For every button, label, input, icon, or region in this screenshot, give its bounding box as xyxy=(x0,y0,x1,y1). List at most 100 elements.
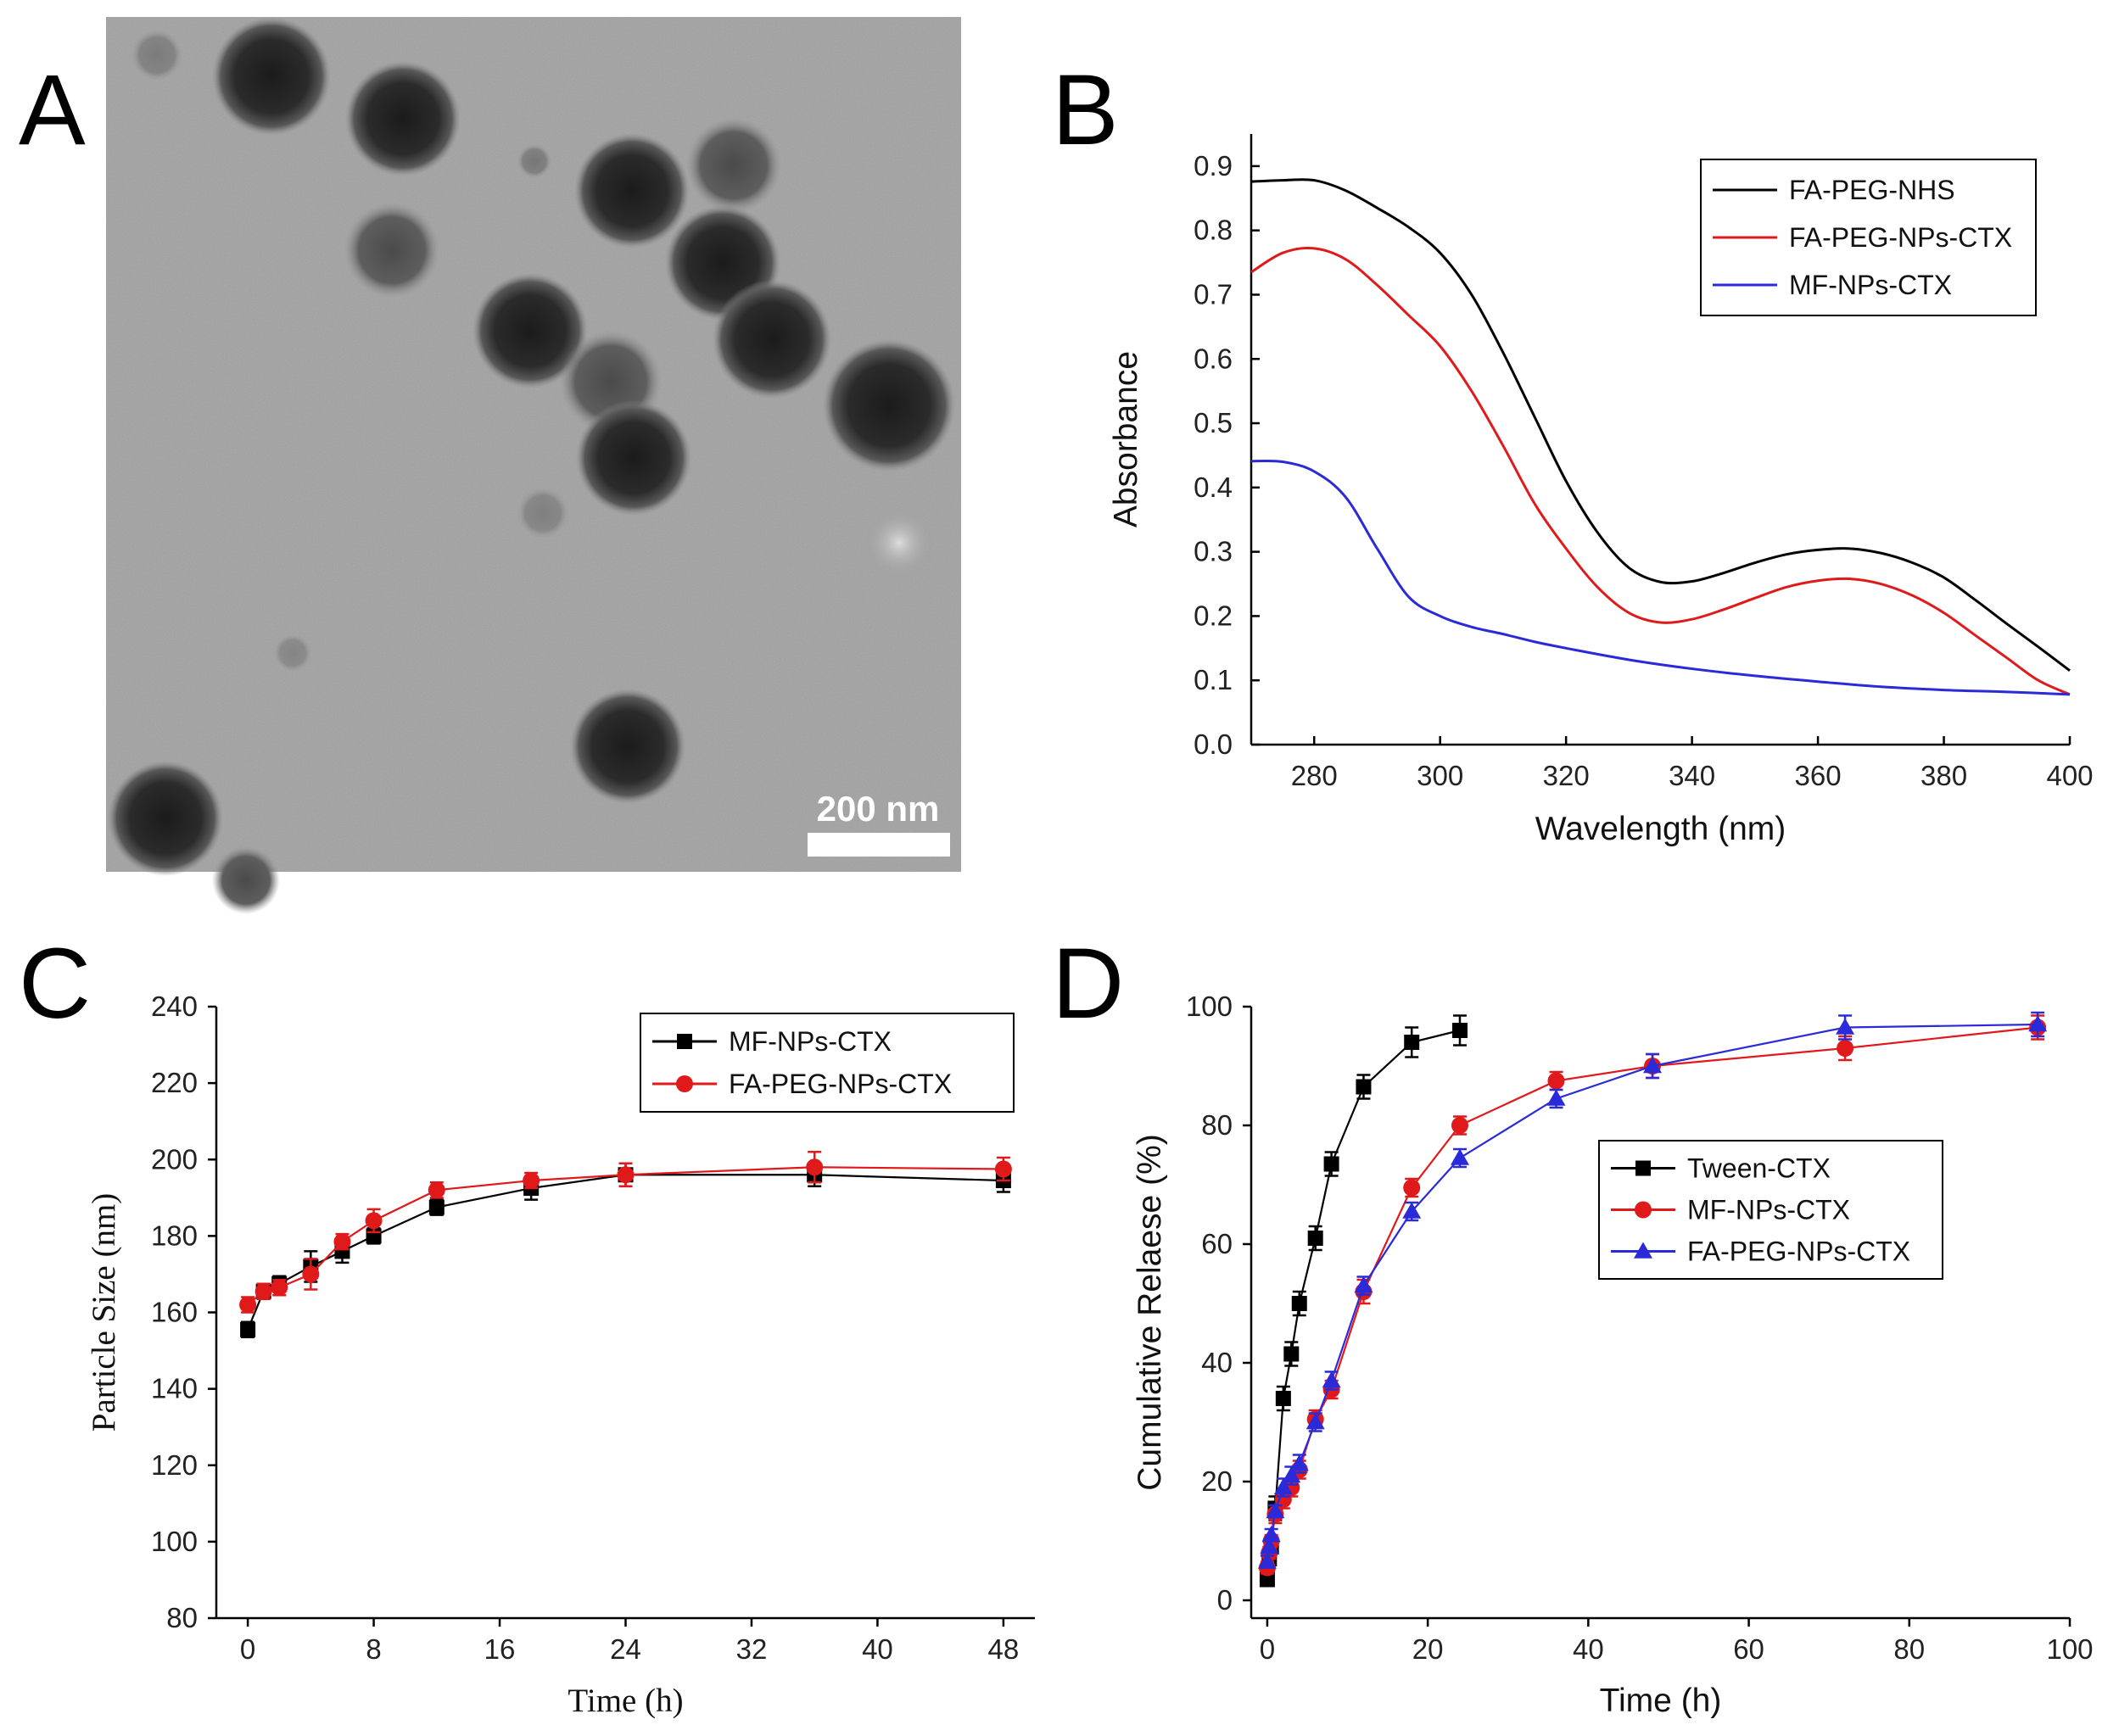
y-tick-label: 0.9 xyxy=(1194,150,1233,181)
x-tick-label: 32 xyxy=(736,1633,768,1665)
series-line xyxy=(1250,247,2071,696)
legend-box xyxy=(640,1013,1015,1113)
series-line xyxy=(247,1166,1004,1306)
legend-label: MF-NPs-CTX xyxy=(1687,1195,1850,1225)
y-axis-label: Particle Size (nm) xyxy=(86,1193,122,1432)
nanoparticle xyxy=(212,17,331,136)
scale-bar-label: 200 nm xyxy=(817,789,940,829)
x-tick-label: 16 xyxy=(484,1633,516,1665)
data-point-3 xyxy=(1266,1502,1285,1519)
panel-letter-d: D xyxy=(1052,928,1124,1040)
legend-label: FA-PEG-NPs-CTX xyxy=(729,1069,952,1099)
x-tick-label: 8 xyxy=(366,1633,381,1665)
x-tick-label: 360 xyxy=(1795,760,1842,791)
data-point-14 xyxy=(1836,1018,1855,1035)
series-line xyxy=(1250,459,2071,696)
data-point-1 xyxy=(254,1282,272,1300)
y-tick-label: 0.6 xyxy=(1194,343,1233,374)
nanoparticle xyxy=(345,61,461,176)
series-line xyxy=(1266,1023,2038,1562)
nanoparticle xyxy=(517,488,568,539)
legend-label: Tween-CTX xyxy=(1687,1153,1831,1184)
x-tick-label: 280 xyxy=(1291,760,1338,791)
nanoparticle xyxy=(517,144,551,178)
data-point-8 xyxy=(1323,1156,1339,1172)
x-tick-label: 60 xyxy=(1733,1633,1764,1665)
nanoparticle xyxy=(574,133,690,248)
data-point-7 xyxy=(523,1172,540,1190)
y-tick-label: 0 xyxy=(1217,1584,1233,1616)
series-mf-nps-ctx xyxy=(1258,1014,2047,1577)
data-point-4 xyxy=(333,1233,351,1251)
data-point-6 xyxy=(1291,1296,1307,1311)
y-tick-label: 60 xyxy=(1201,1228,1233,1259)
data-point-12 xyxy=(1546,1089,1566,1106)
data-point-11 xyxy=(1451,1023,1468,1038)
y-tick-label: 180 xyxy=(151,1220,198,1251)
legend-label: MF-NPs-CTX xyxy=(1789,270,1952,300)
data-point-10 xyxy=(1404,1035,1420,1050)
y-tick-label: 0.7 xyxy=(1194,278,1233,310)
data-point-10 xyxy=(994,1160,1012,1178)
data-point-9 xyxy=(806,1158,824,1176)
data-point-13 xyxy=(1643,1057,1663,1074)
y-axis-label: Cumulative Relaese (%) xyxy=(1132,1134,1168,1491)
x-tick-label: 40 xyxy=(1573,1633,1604,1665)
x-tick-label: 400 xyxy=(2046,760,2093,791)
nanoparticle xyxy=(131,30,182,81)
nanoparticle xyxy=(212,846,280,914)
chart-b-absorbance: 280 300 320 340 360 380 400 0.0 0.1 0.2 0.3 0.4 0.5 0… xyxy=(1108,134,2094,847)
y-tick-label: 80 xyxy=(1201,1109,1233,1141)
data-point-0 xyxy=(240,1321,256,1337)
x-axis-label: Time (h) xyxy=(567,1683,683,1719)
data-point-11 xyxy=(1451,1117,1468,1134)
y-tick-label: 0.4 xyxy=(1194,472,1233,503)
legend-label: FA-PEG-NPs-CTX xyxy=(1789,222,2012,253)
x-tick-label: 20 xyxy=(1412,1633,1444,1665)
data-point-6 xyxy=(428,1181,445,1199)
data-point-6 xyxy=(428,1199,444,1215)
x-axis-label: Time (h) xyxy=(1600,1683,1722,1719)
legend-label: FA-PEG-NHS xyxy=(1789,175,1955,205)
bright-spot xyxy=(864,507,935,578)
data-point-5 xyxy=(365,1212,383,1230)
data-point-2 xyxy=(1261,1526,1281,1543)
data-point-9 xyxy=(1356,1079,1372,1095)
data-point-2 xyxy=(271,1279,288,1297)
legend: FA-PEG-NHS FA-PEG-NPs-CTX MF-NPs-CTX xyxy=(1700,159,2037,316)
series-fa-peg-nhs xyxy=(1250,178,2071,673)
x-tick-label: 80 xyxy=(1893,1633,1925,1665)
data-point-legend-1 xyxy=(676,1075,693,1092)
data-point-0 xyxy=(1257,1552,1277,1569)
data-point-11 xyxy=(1450,1148,1469,1165)
x-axis-label: Wavelength (nm) xyxy=(1535,811,1786,847)
x-tick-label: 320 xyxy=(1543,760,1590,791)
data-point-legend-1 xyxy=(1635,1201,1652,1219)
data-point-legend-2 xyxy=(1634,1242,1652,1259)
data-point-15 xyxy=(2028,1015,2048,1032)
y-tick-label: 80 xyxy=(166,1602,198,1633)
legend: MF-NPs-CTX FA-PEG-NPs-CTX xyxy=(640,1013,1015,1113)
y-tick-label: 240 xyxy=(151,991,198,1022)
data-point-5 xyxy=(1282,1466,1301,1483)
y-tick-label: 0.3 xyxy=(1194,536,1233,567)
nanoparticle xyxy=(713,280,831,399)
series-mf-nps-ctx xyxy=(1250,459,2071,696)
panel-letter-a: A xyxy=(19,54,86,166)
y-tick-label: 100 xyxy=(151,1526,198,1557)
data-point-10 xyxy=(1402,1202,1422,1219)
nanoparticle xyxy=(576,400,691,516)
y-tick-label: 0.1 xyxy=(1194,664,1233,695)
data-point-8 xyxy=(617,1166,635,1184)
series-line xyxy=(1266,1026,2038,1568)
y-axis-label: Absorbance xyxy=(1108,351,1144,527)
data-point-5 xyxy=(1283,1346,1300,1362)
y-tick-label: 40 xyxy=(1201,1347,1233,1378)
y-tick-label: 0.2 xyxy=(1194,600,1233,631)
y-tick-label: 160 xyxy=(151,1297,198,1328)
x-tick-label: 40 xyxy=(862,1633,893,1665)
tem-particles xyxy=(108,17,955,914)
nanoparticle xyxy=(274,634,311,672)
y-tick-label: 0.5 xyxy=(1194,407,1233,438)
